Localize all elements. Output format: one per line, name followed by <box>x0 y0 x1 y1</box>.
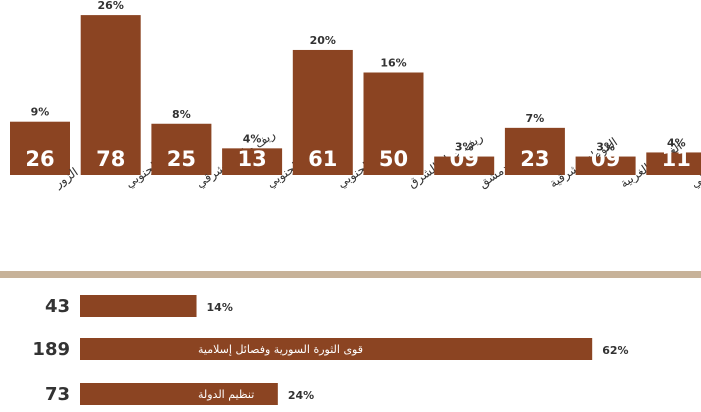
region-value-label: 09 <box>450 147 479 171</box>
faction-category-label: قوى الثورة السورية <box>198 300 287 313</box>
faction-category-label: تنظيم الدولة <box>198 388 254 401</box>
region-percent-label: 9% <box>31 106 50 119</box>
region-bar <box>363 72 424 175</box>
region-bar <box>434 156 495 175</box>
region-value-label: 61 <box>308 147 337 171</box>
faction-value-label: 189 <box>32 339 70 360</box>
region-percent-label: 3% <box>455 141 474 154</box>
region-percent-label: 8% <box>172 108 191 121</box>
region-value-label: 11 <box>662 147 691 171</box>
region-percent-label: 20% <box>310 34 336 47</box>
section-divider <box>0 271 701 278</box>
faction-bar <box>80 295 197 317</box>
region-bar <box>10 121 70 175</box>
region-bar <box>151 123 212 175</box>
faction-value-label: 43 <box>45 296 70 317</box>
region-value-label: 78 <box>96 147 125 171</box>
region-value-label: 23 <box>520 147 549 171</box>
region-percent-label: 4% <box>243 132 262 145</box>
region-value-label: 26 <box>25 147 54 171</box>
region-percent-label: 26% <box>98 0 124 12</box>
region-percent-label: 7% <box>526 112 545 125</box>
region-bar <box>646 152 701 175</box>
region-percent-label: 4% <box>667 136 686 149</box>
region-value-label: 25 <box>167 147 196 171</box>
region-value-label: 13 <box>237 147 266 171</box>
faction-percent-label: 62% <box>602 344 628 357</box>
region-value-label: 50 <box>379 147 408 171</box>
region-bar <box>292 49 353 176</box>
faction-category-label: قوى الثورة السورية وفصائل إسلامية <box>198 343 363 356</box>
region-bar <box>80 15 141 175</box>
region-percent-label: 3% <box>596 141 615 154</box>
region-percent-label: 16% <box>380 57 406 70</box>
region-bar <box>504 127 565 175</box>
region-value-label: 09 <box>591 147 620 171</box>
region-bar <box>575 156 636 175</box>
faction-percent-label: 14% <box>207 301 233 314</box>
faction-bar <box>80 338 593 360</box>
faction-percent-label: 24% <box>288 389 314 402</box>
region-bar <box>222 148 283 175</box>
faction-bar <box>80 383 278 405</box>
faction-value-label: 73 <box>45 384 70 405</box>
